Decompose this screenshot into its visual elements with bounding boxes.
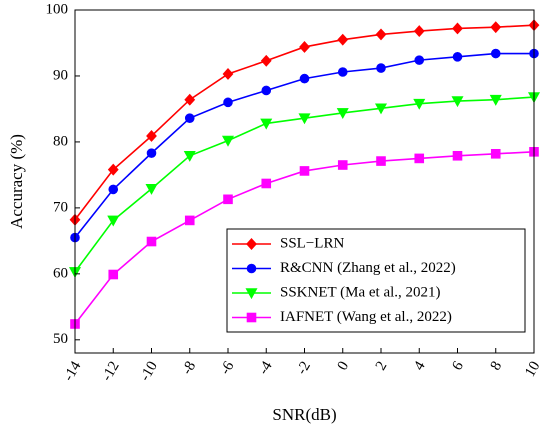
data-point [299, 73, 310, 84]
x-tick-label: -8 [179, 359, 199, 378]
data-point [145, 183, 158, 195]
x-tick-label: 4 [411, 358, 429, 373]
data-point [146, 236, 157, 247]
y-tick-label: 100 [46, 1, 69, 17]
data-point [374, 103, 388, 115]
legend-marker [246, 312, 257, 323]
data-point [337, 67, 348, 77]
data-point [299, 40, 310, 53]
x-tick-label: 10 [522, 359, 543, 380]
legend-marker [246, 238, 257, 250]
y-tick-label: 90 [53, 67, 68, 83]
legend-box [226, 228, 526, 333]
data-point [337, 33, 349, 46]
x-tick-label: 0 [335, 359, 353, 373]
data-point [260, 118, 273, 130]
data-point [337, 160, 348, 170]
data-point [223, 194, 233, 205]
data-point [221, 135, 235, 147]
legend-label: SSKNET (Ma et al., 2021) [280, 284, 441, 300]
data-point [452, 52, 463, 62]
x-tick-label: -14 [61, 358, 85, 384]
data-point [108, 184, 119, 195]
data-point [298, 113, 311, 125]
data-point [414, 55, 425, 65]
x-tick-label: 2 [373, 359, 391, 373]
legend-label: R&CNN (Zhang et al., 2022) [280, 260, 456, 276]
legend-label: IAFNET (Wang et al., 2022) [280, 309, 452, 325]
y-tick-label: 70 [53, 199, 68, 215]
data-point [184, 93, 196, 106]
y-tick-label: 80 [53, 133, 68, 149]
data-point [376, 156, 386, 166]
data-point [222, 68, 234, 80]
data-point [261, 85, 272, 96]
x-tick-label: -2 [294, 359, 314, 378]
data-point [490, 48, 501, 59]
series-3 [68, 92, 541, 278]
data-point [376, 63, 386, 73]
data-point [336, 108, 349, 120]
x-tick-label: 8 [488, 359, 506, 373]
x-tick-label: 6 [449, 358, 467, 373]
y-axis-title: Accuracy (%) [7, 134, 26, 229]
series-1 [69, 19, 540, 226]
legend-entry: SSKNET (Ma et al., 2021) [232, 284, 441, 300]
data-point [260, 54, 272, 67]
x-axis-title: SNR(dB) [272, 405, 336, 424]
data-point [375, 28, 387, 41]
data-point [107, 163, 119, 176]
legend-label: SSL−LRN [280, 235, 344, 251]
data-point [489, 94, 502, 106]
legend-entry: IAFNET (Wang et al., 2022) [232, 309, 452, 325]
data-point [452, 150, 463, 161]
legend-marker [246, 263, 257, 274]
x-tick-label: -6 [217, 358, 237, 377]
data-point [490, 21, 502, 34]
data-point [223, 97, 233, 108]
data-point [413, 98, 426, 110]
data-point [299, 166, 310, 176]
y-tick-label: 50 [53, 331, 68, 347]
data-point [490, 148, 501, 159]
data-point [107, 215, 120, 227]
data-point [414, 153, 425, 164]
legend-entry: R&CNN (Zhang et al., 2022) [232, 260, 456, 276]
data-point [452, 22, 463, 35]
legend-entry: SSL−LRN [232, 235, 344, 251]
data-point [451, 96, 464, 108]
x-tick-label: -10 [137, 359, 161, 384]
data-point [184, 215, 195, 226]
data-point [261, 178, 272, 189]
data-point [108, 269, 119, 280]
data-point [146, 148, 157, 158]
data-point [146, 130, 157, 142]
legend-marker [245, 288, 258, 300]
x-tick-label: -4 [256, 358, 276, 377]
data-point [183, 150, 196, 162]
y-tick-label: 60 [53, 265, 68, 281]
legend: SSL−LRN R&CNN (Zhang et al., 2022) SSKNET … [226, 228, 526, 333]
x-tick-label: -12 [99, 359, 123, 384]
data-point [413, 25, 425, 38]
data-point [184, 113, 195, 123]
